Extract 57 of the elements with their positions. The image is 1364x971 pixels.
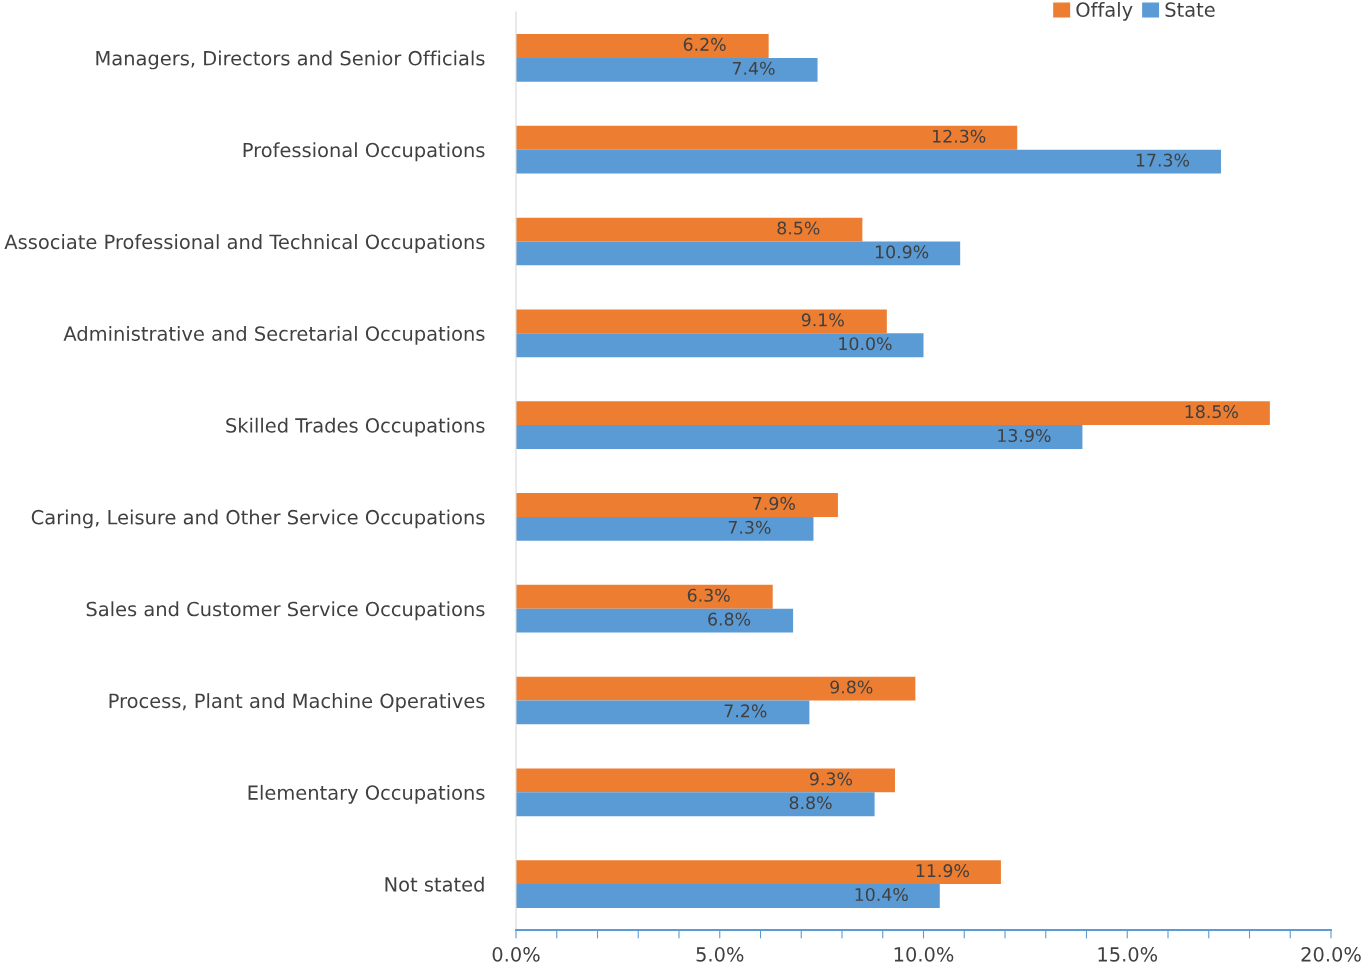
legend-label: State	[1165, 2, 1215, 18]
bar	[516, 401, 1270, 426]
bar	[516, 425, 1083, 449]
x-tick-label: 10.0%	[894, 947, 954, 962]
bar	[516, 768, 895, 793]
y-tick-label: Sales and Customer Service Occupations	[86, 601, 485, 621]
data-label: 13.9%	[998, 428, 1051, 443]
data-label: 12.3%	[933, 129, 986, 143]
y-tick-label: Not stated	[385, 876, 484, 892]
x-tick-label: 15.0%	[1098, 947, 1158, 962]
y-tick-label: Caring, Leisure and Other Service Occupations	[31, 509, 485, 529]
bar	[516, 700, 810, 725]
data-label: 9.3%	[809, 772, 853, 786]
data-label: 6.8%	[708, 612, 751, 626]
data-label: 8.8%	[789, 796, 832, 810]
bar	[516, 608, 794, 633]
y-tick-label: Elementary Occupations	[248, 784, 485, 804]
bar	[516, 217, 863, 242]
y-tick-label: Process, Plant and Machine Operatives	[109, 693, 485, 712]
x-tick-label: 5.0%	[696, 947, 744, 962]
y-tick-label: Associate Professional and Technical Occupations	[4, 234, 485, 253]
y-tick-label: Professional Occupations	[243, 142, 485, 162]
data-label: 9.8%	[830, 680, 873, 694]
data-label: 10.9%	[875, 245, 929, 259]
data-label: 6.3%	[687, 588, 730, 602]
bar	[516, 241, 961, 266]
bar	[516, 125, 1018, 150]
bar	[516, 860, 1001, 885]
data-label: 7.2%	[724, 704, 767, 718]
data-label: 9.1%	[801, 313, 844, 327]
legend-label: Offaly	[1076, 1, 1133, 21]
data-label: 6.2%	[683, 37, 726, 51]
data-label: 7.9%	[753, 496, 795, 510]
bar	[516, 333, 924, 358]
bar	[516, 584, 773, 609]
data-label: 10.4%	[855, 887, 908, 902]
data-label: 8.5%	[777, 221, 820, 235]
bar	[516, 493, 838, 517]
data-label: 17.3%	[1136, 153, 1190, 167]
bar	[516, 34, 769, 58]
bar	[516, 149, 1221, 174]
bar	[516, 676, 916, 701]
data-label: 10.0%	[839, 337, 892, 351]
data-label: 11.9%	[916, 864, 970, 878]
data-label: 7.4%	[732, 61, 775, 75]
bar	[516, 309, 887, 334]
data-label: 18.5%	[1185, 405, 1238, 419]
x-tick-label: 0.0%	[492, 947, 540, 962]
x-tick-label: 20.0%	[1301, 947, 1361, 962]
data-label: 7.3%	[728, 520, 771, 534]
y-tick-label: Managers, Directors and Senior Officials	[96, 50, 485, 70]
bar	[516, 516, 814, 541]
y-tick-label: Administrative and Secretarial Occupations	[63, 325, 485, 345]
bar	[516, 884, 940, 908]
bar	[516, 57, 818, 82]
y-tick-label: Skilled Trades Occupations	[226, 417, 485, 437]
bar	[516, 792, 875, 817]
